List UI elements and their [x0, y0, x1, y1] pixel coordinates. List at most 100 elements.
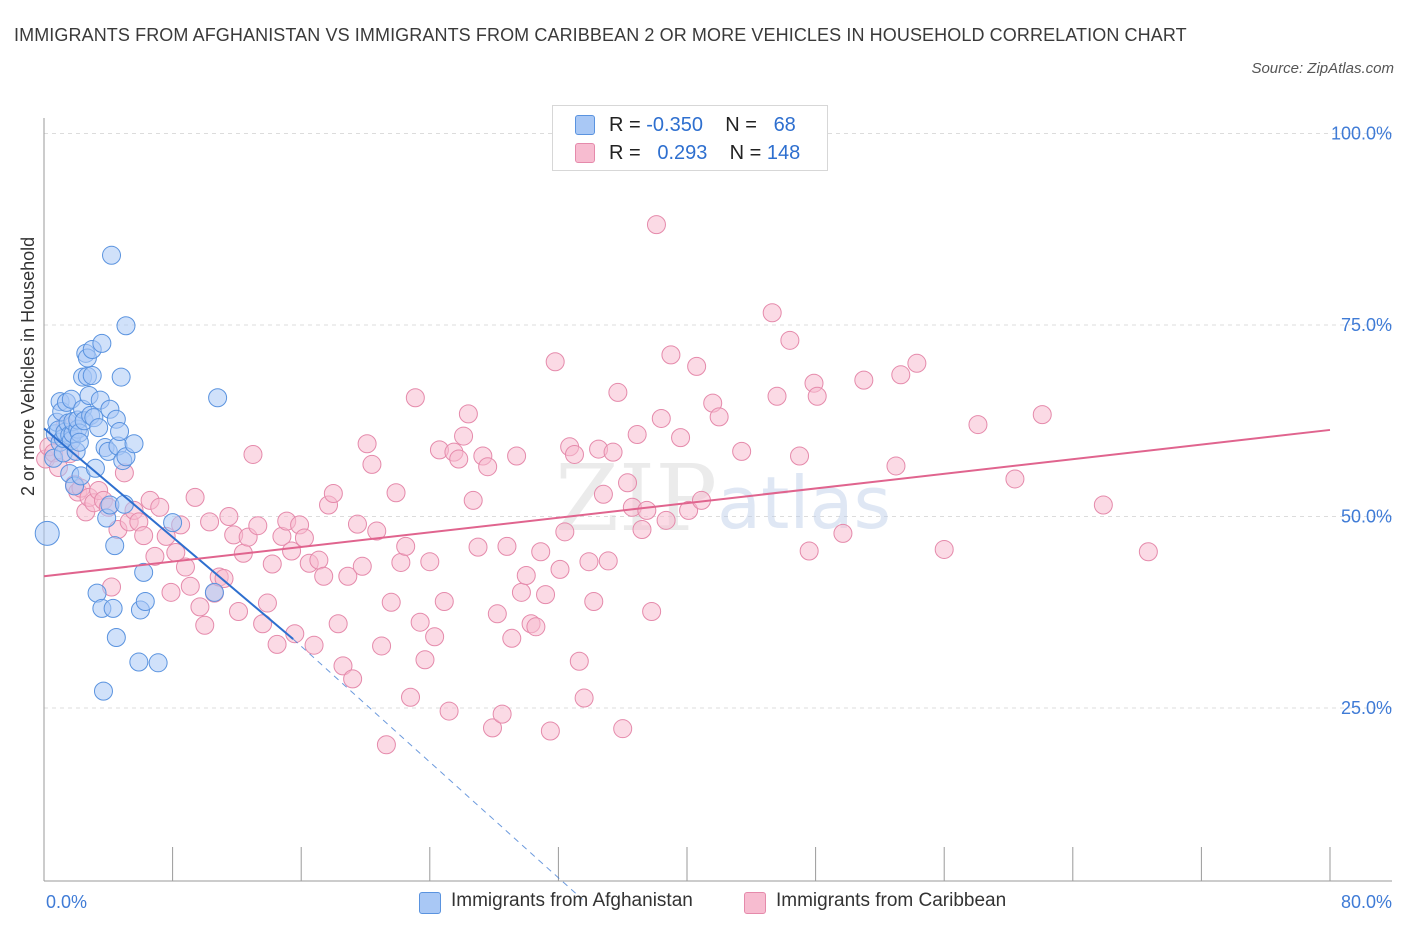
point-caribbean [671, 428, 691, 448]
point-caribbean [502, 628, 522, 648]
point-afghanistan [134, 562, 154, 582]
point-caribbean [540, 721, 560, 741]
series-caribbean-points [36, 215, 1158, 755]
point-afghanistan [102, 245, 122, 265]
point-caribbean [257, 593, 277, 613]
point-caribbean [780, 330, 800, 350]
point-caribbean [511, 582, 531, 602]
point-caribbean [376, 735, 396, 755]
point-afghanistan [92, 333, 112, 353]
point-caribbean [732, 441, 752, 461]
point-caribbean [1005, 469, 1025, 489]
point-afghanistan [148, 653, 168, 673]
point-caribbean [309, 550, 329, 570]
point-caribbean [564, 444, 584, 464]
legend-label-caribbean: Immigrants from Caribbean [776, 890, 1007, 911]
point-caribbean [161, 582, 181, 602]
point-caribbean [550, 559, 570, 579]
point-caribbean [807, 386, 827, 406]
point-caribbean [323, 484, 343, 504]
y-tick-label: 50.0% [1341, 507, 1392, 527]
point-caribbean [482, 718, 502, 738]
point-caribbean [762, 303, 782, 323]
point-caribbean [410, 612, 430, 632]
point-caribbean [229, 601, 249, 621]
point-caribbean [200, 512, 220, 532]
point-caribbean [487, 604, 507, 624]
point-caribbean [180, 576, 200, 596]
point-caribbean [1138, 542, 1158, 562]
axes [43, 118, 1392, 882]
chart-title: IMMIGRANTS FROM AFGHANISTAN VS IMMIGRANT… [14, 25, 1187, 45]
point-afghanistan [85, 458, 105, 478]
point-caribbean [468, 537, 488, 557]
point-caribbean [767, 386, 787, 406]
point-caribbean [545, 352, 565, 372]
legend-label-afghanistan: Immigrants from Afghanistan [451, 890, 693, 911]
point-caribbean [150, 497, 170, 517]
point-caribbean [1093, 495, 1113, 515]
point-caribbean [185, 487, 205, 507]
r-label: R = [609, 142, 641, 164]
trendline-afghanistan-extension [292, 638, 583, 900]
y-tick-label: 75.0% [1341, 315, 1392, 335]
point-caribbean [267, 634, 287, 654]
point-afghanistan [116, 316, 136, 336]
point-caribbean [507, 446, 527, 466]
point-caribbean [579, 552, 599, 572]
point-afghanistan [106, 628, 126, 648]
point-caribbean [352, 556, 372, 576]
point-afghanistan [163, 513, 183, 533]
point-caribbean [799, 541, 819, 561]
point-caribbean [637, 500, 657, 520]
point-caribbean [294, 528, 314, 548]
point-caribbean [618, 473, 638, 493]
point-caribbean [656, 510, 676, 530]
trendline-afghanistan [43, 427, 294, 640]
point-caribbean [458, 404, 478, 424]
point-caribbean [687, 356, 707, 376]
point-caribbean [492, 704, 512, 724]
point-caribbean [593, 484, 613, 504]
point-caribbean [584, 592, 604, 612]
r-value-caribbean: 0.293 [657, 142, 708, 164]
point-caribbean [646, 215, 666, 235]
point-caribbean [463, 490, 483, 510]
stats-legend: R = -0.350 N = 68 R = 0.293 N = 148 [552, 105, 828, 171]
point-caribbean [314, 566, 334, 586]
point-caribbean [555, 522, 575, 542]
point-afghanistan [89, 418, 109, 438]
point-caribbean [372, 636, 392, 656]
point-caribbean [627, 425, 647, 445]
point-caribbean [536, 585, 556, 605]
y-axis-label: 2 or more Vehicles in Household [18, 236, 38, 496]
n-value-caribbean: 148 [766, 142, 801, 164]
point-caribbean [891, 365, 911, 385]
point-caribbean [569, 651, 589, 671]
y-tick-label: 100.0% [1331, 124, 1392, 144]
point-caribbean [613, 719, 633, 739]
point-caribbean [175, 557, 195, 577]
point-afghanistan [114, 494, 134, 514]
point-caribbean [478, 457, 498, 477]
point-caribbean [219, 507, 239, 526]
trendlines [43, 427, 1331, 900]
point-afghanistan [111, 367, 131, 387]
point-caribbean [338, 566, 358, 586]
point-caribbean [386, 483, 406, 503]
point-afghanistan [82, 366, 102, 386]
point-caribbean [854, 370, 874, 390]
point-caribbean [516, 565, 536, 585]
point-caribbean [262, 554, 282, 574]
chart-source: Source: ZipAtlas.com [1251, 60, 1394, 77]
r-label: R = [609, 114, 641, 136]
point-caribbean [434, 592, 454, 612]
point-caribbean [282, 541, 302, 561]
point-caribbean [420, 552, 440, 572]
point-afghanistan [135, 592, 155, 612]
point-caribbean [642, 601, 662, 621]
gridlines [44, 133, 1392, 709]
point-afghanistan [208, 388, 228, 408]
point-caribbean [343, 669, 363, 689]
point-caribbean [405, 388, 425, 408]
